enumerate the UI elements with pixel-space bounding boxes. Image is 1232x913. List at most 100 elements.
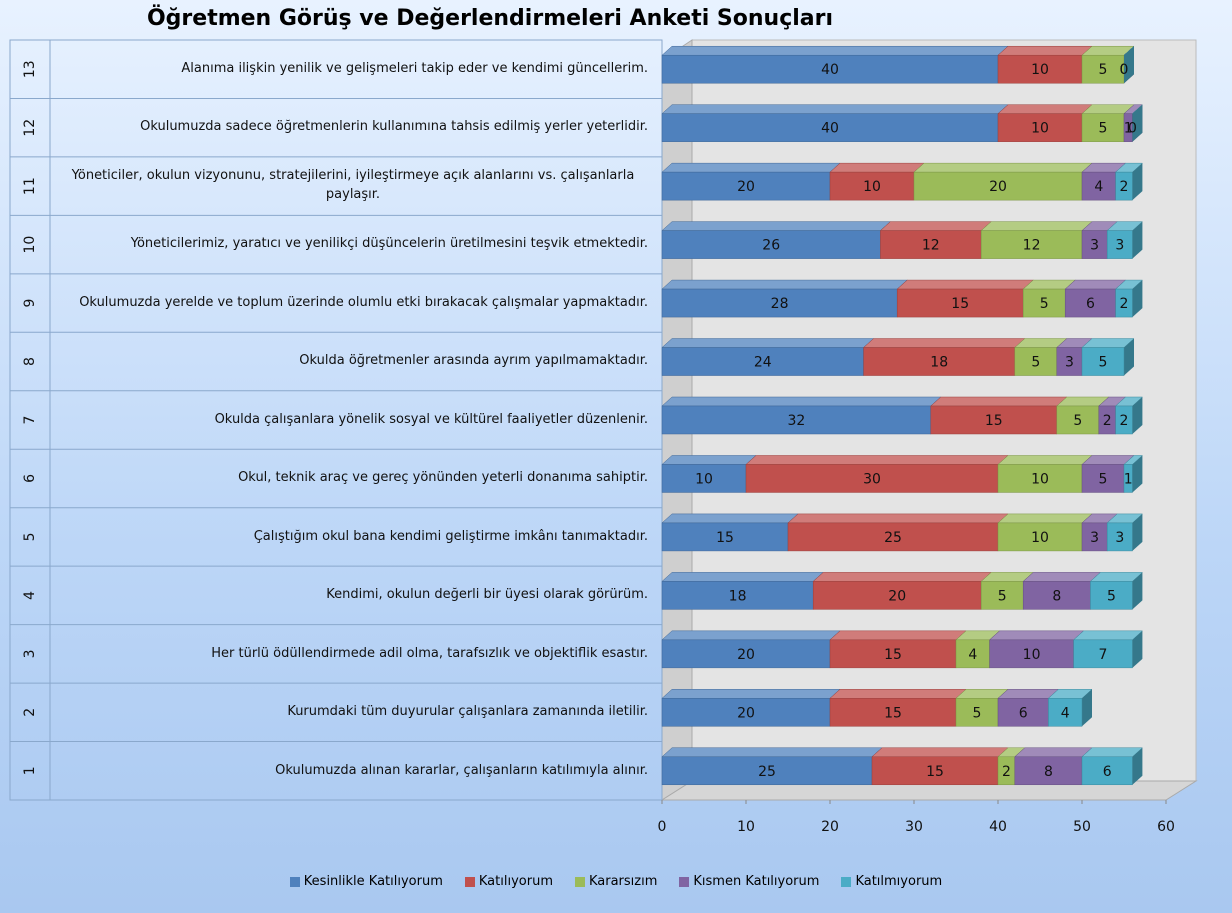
bar-segment <box>1081 747 1144 786</box>
data-label: 5 <box>1107 588 1116 604</box>
data-label: 1 <box>1124 121 1133 137</box>
category-text: Her türlü ödüllendirmede adil olma, tara… <box>211 645 648 661</box>
category-label: Alanıma ilişkin yenilik ve gelişmeleri t… <box>50 40 648 97</box>
category-number: 5 <box>22 532 38 541</box>
bar-top <box>913 162 1093 173</box>
category-text: Kendimi, okulun değerli bir üyesi olarak… <box>326 587 648 603</box>
data-label: 2 <box>1120 413 1129 429</box>
data-label: 6 <box>1019 705 1028 721</box>
bar-front <box>812 581 982 610</box>
bar-segment <box>1072 630 1144 669</box>
bar-front <box>871 756 999 786</box>
bar-top <box>661 338 875 348</box>
bar-front <box>1014 756 1083 786</box>
category-text: Okulda çalışanlara yönelik sosyal ve kül… <box>214 411 648 427</box>
bar-top <box>1014 747 1093 758</box>
data-label: 4 <box>1094 179 1103 195</box>
x-tick-label: 0 <box>658 819 667 835</box>
data-label: 5 <box>1099 471 1108 487</box>
bar-top <box>829 162 925 173</box>
bar-front <box>955 698 999 727</box>
category-label: Okulumuzda yerelde ve toplum üzerinde ol… <box>50 274 648 331</box>
bar-front <box>1081 171 1116 201</box>
bar-top <box>661 689 841 699</box>
bar-top <box>997 104 1093 114</box>
bar-top <box>997 45 1093 56</box>
data-label: 12 <box>922 238 940 254</box>
bar-segment <box>661 221 892 259</box>
bar-front <box>829 698 957 727</box>
bar-front <box>787 522 999 552</box>
category-label: Kendimi, okulun değerli bir üyesi olarak… <box>50 566 648 623</box>
category-label: Yöneticiler, okulun vizyonunu, stratejil… <box>50 157 648 214</box>
data-label: 26 <box>762 238 780 254</box>
bar-front <box>997 113 1083 142</box>
category-text: Kurumdaki tüm duyurular çalışanlara zama… <box>287 704 648 720</box>
data-label: 5 <box>1099 121 1108 137</box>
bar-front <box>989 639 1074 669</box>
bar-top <box>997 513 1093 524</box>
bar-segment <box>1106 513 1144 552</box>
bar-top <box>1064 279 1127 290</box>
bar-front <box>1022 288 1066 318</box>
bar-top <box>661 162 841 173</box>
bar-side <box>1132 630 1143 668</box>
data-label: 5 <box>1040 296 1049 312</box>
bar-segment <box>661 45 1009 84</box>
data-label: 20 <box>989 179 1007 195</box>
bar-segment <box>1114 162 1144 201</box>
category-number: 8 <box>22 357 38 366</box>
bar-segment <box>1081 338 1135 376</box>
data-label: 5 <box>1099 355 1108 371</box>
bar-top <box>862 338 1026 348</box>
bar-segment <box>1106 221 1144 259</box>
data-label: 3 <box>1090 238 1099 254</box>
bar-segment <box>661 689 841 727</box>
data-label: 3 <box>1115 530 1124 546</box>
x-tick-label: 10 <box>737 819 755 835</box>
bar-segment <box>1047 689 1093 727</box>
data-label: 10 <box>1031 62 1049 78</box>
category-label: Okulda öğretmenler arasında ayrım yapılm… <box>50 332 648 389</box>
bar-front <box>980 581 1024 610</box>
legend-swatch <box>841 876 852 887</box>
bar-front <box>661 347 864 376</box>
data-label: 24 <box>754 355 772 371</box>
legend-label: Kısmen Katılıyorum <box>693 874 820 889</box>
bar-front <box>1056 347 1083 376</box>
legend-item: Kesinlikle Katılıyorum <box>289 874 443 889</box>
data-label: 10 <box>863 179 881 195</box>
data-label: 15 <box>716 530 734 546</box>
category-text: Yöneticilerimiz, yaratıcı ve yenilikçi d… <box>130 236 648 252</box>
data-label: 2 <box>1120 296 1129 312</box>
bar-front <box>1115 171 1133 201</box>
bar-top <box>997 455 1093 465</box>
data-label: 4 <box>968 647 977 663</box>
bar-top <box>896 279 1034 290</box>
bar-front <box>955 639 990 669</box>
data-label: 32 <box>787 413 805 429</box>
bar-front <box>661 464 747 493</box>
category-label: Okulumuzda alınan kararlar, çalışanların… <box>50 742 648 799</box>
data-label: 3 <box>1090 530 1099 546</box>
bar-segment <box>1089 572 1144 610</box>
data-label: 15 <box>926 764 944 780</box>
bar-top <box>997 689 1060 699</box>
bar-segment <box>661 747 883 786</box>
legend-label: Kesinlikle Katılıyorum <box>303 874 443 889</box>
bar-front <box>880 230 982 259</box>
bar-front <box>829 639 957 669</box>
bar-front <box>1106 522 1133 552</box>
bar-top <box>661 513 799 524</box>
data-label: 1 <box>1124 471 1133 487</box>
bar-side <box>1082 689 1092 727</box>
bar-front <box>1081 756 1133 786</box>
category-number: 1 <box>22 766 38 775</box>
bar-top <box>661 747 883 758</box>
category-number: 13 <box>22 60 38 78</box>
bar-front <box>980 230 1083 259</box>
bar-front <box>661 288 898 318</box>
bar-segment <box>997 45 1093 84</box>
data-label: 10 <box>1031 471 1049 487</box>
bar-top <box>661 221 892 231</box>
